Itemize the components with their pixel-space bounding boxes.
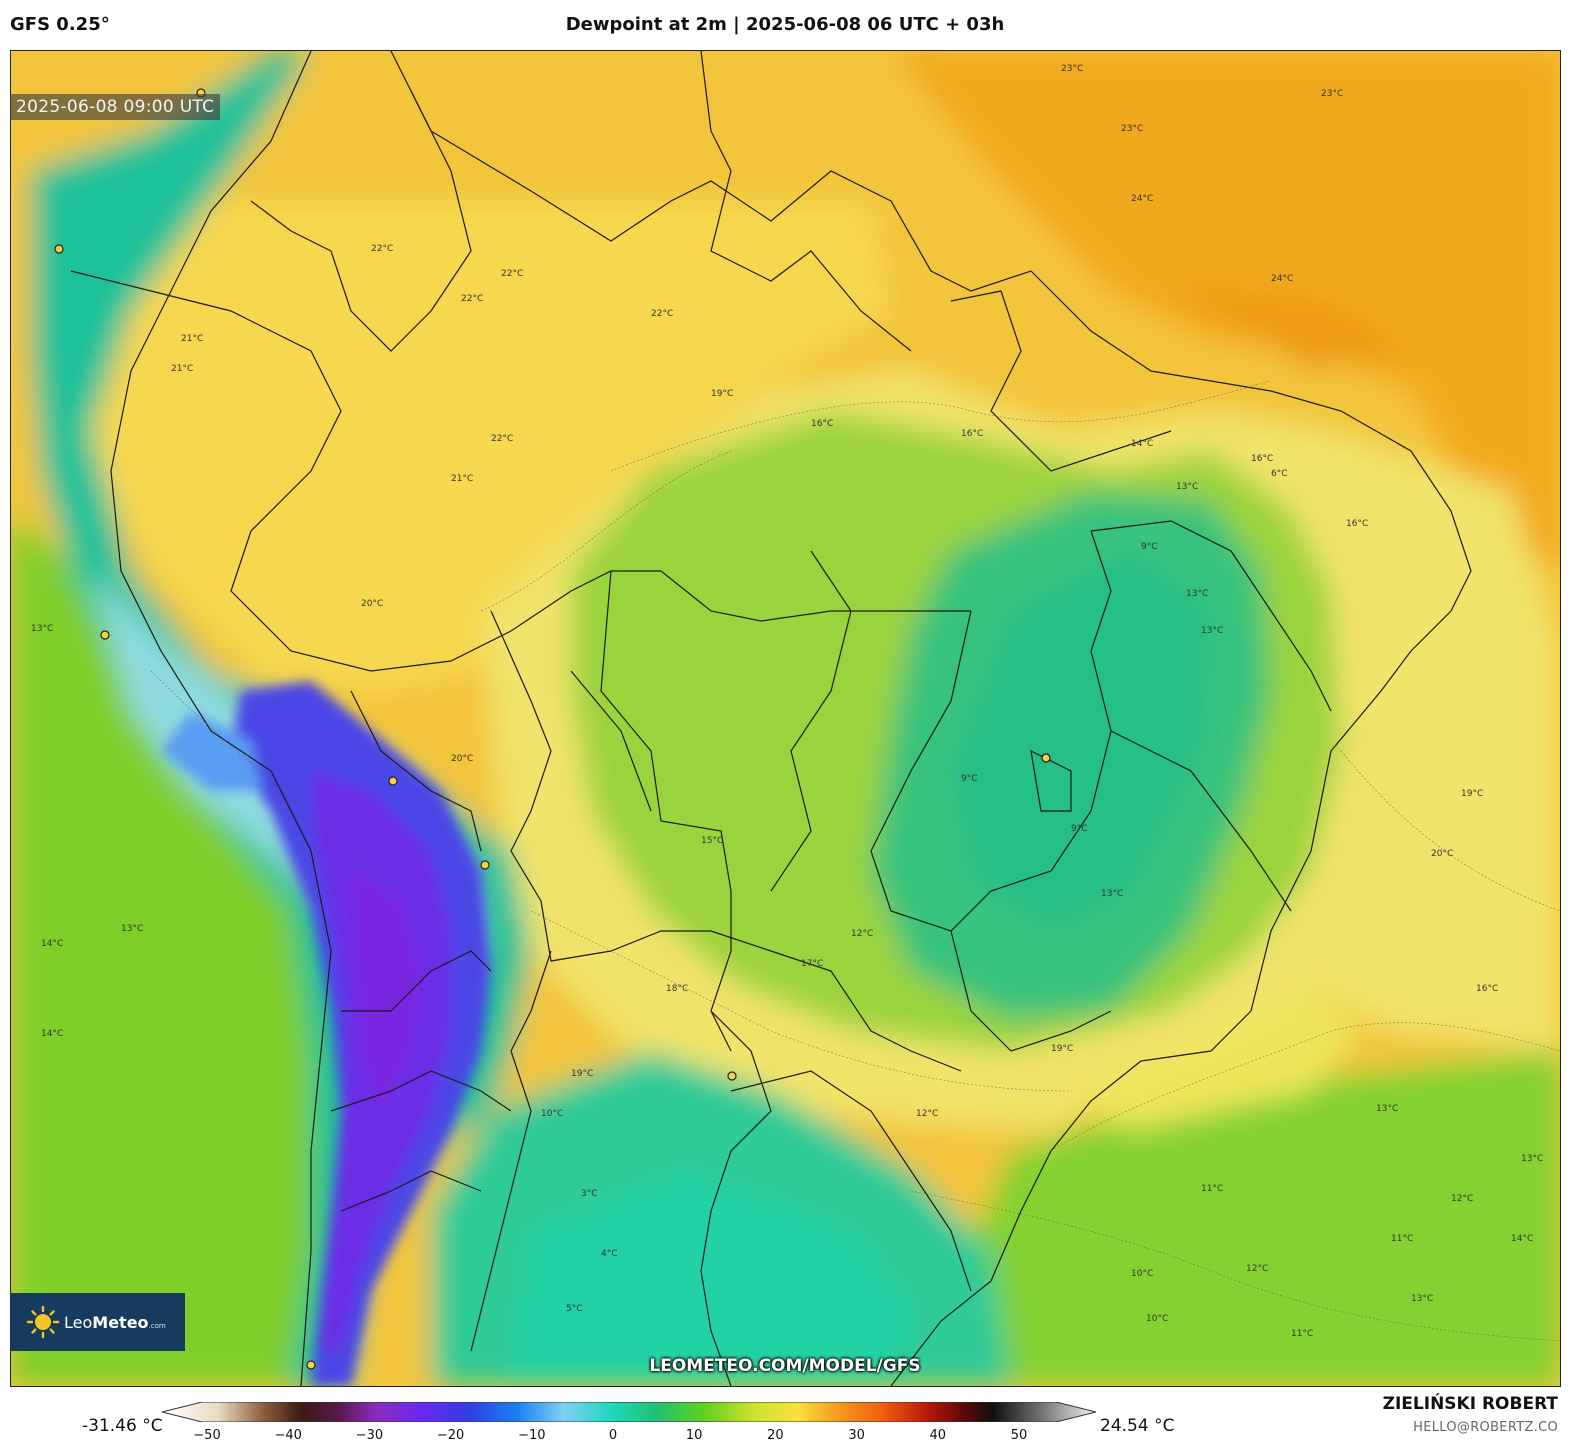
contour-label: 5°C bbox=[566, 1304, 583, 1314]
contour-label: 4°C bbox=[601, 1249, 618, 1259]
contour-label: 18°C bbox=[666, 984, 688, 994]
colorbar-tick: 20 bbox=[767, 1428, 784, 1443]
city-marker bbox=[1041, 753, 1051, 763]
city-marker bbox=[480, 860, 490, 870]
contour-label: 9°C bbox=[961, 774, 978, 784]
logo-text-bold: Meteo bbox=[92, 1312, 149, 1332]
contour-label: 10°C bbox=[1146, 1314, 1168, 1324]
contour-label: 19°C bbox=[711, 389, 733, 399]
contour-label: 19°C bbox=[571, 1069, 593, 1079]
logo-text-light: Leo bbox=[64, 1312, 93, 1332]
contour-label: 13°C bbox=[1101, 889, 1123, 899]
contour-label: 13°C bbox=[31, 624, 53, 634]
contour-label: 14°C bbox=[1511, 1234, 1533, 1244]
contour-labels: 23°C 23°C 23°C 24°C 24°C 22°C 22°C 22°C 21°C 21°C… bbox=[31, 64, 1543, 1339]
city-marker bbox=[54, 244, 64, 254]
city-marker bbox=[100, 630, 110, 640]
contour-label: 12°C bbox=[1246, 1264, 1268, 1274]
contour-label: 12°C bbox=[916, 1109, 938, 1119]
contour-label: 16°C bbox=[1476, 984, 1498, 994]
contour-label: 24°C bbox=[1271, 274, 1293, 284]
colorbar-tick: 30 bbox=[848, 1428, 865, 1443]
contour-label: 11°C bbox=[1291, 1329, 1313, 1339]
contour-label: 13°C bbox=[1376, 1104, 1398, 1114]
colorbar-tick: 10 bbox=[685, 1428, 703, 1443]
contour-label: 16°C bbox=[1346, 519, 1368, 529]
contour-label: 22°C bbox=[461, 294, 483, 304]
valid-time-label: 2025-06-08 09:00 UTC bbox=[10, 94, 221, 120]
contour-label: 17°C bbox=[801, 959, 823, 969]
contour-label: 13°C bbox=[1176, 482, 1198, 492]
map-field: 23°C 23°C 23°C 24°C 24°C 22°C 22°C 22°C 21°C 21°C… bbox=[11, 51, 1560, 1386]
city-marker bbox=[306, 1360, 316, 1370]
contour-label: 19°C bbox=[1461, 789, 1483, 799]
contour-label: 22°C bbox=[651, 309, 673, 319]
contour-label: 22°C bbox=[491, 434, 513, 444]
author-name: ZIELIŃSKI ROBERT bbox=[1382, 1394, 1558, 1414]
contour-label: 22°C bbox=[501, 269, 523, 279]
colorbar-tick: 50 bbox=[1010, 1428, 1028, 1443]
colorbar-min-label: -31.46 °C bbox=[82, 1416, 163, 1436]
logo-suffix: .com bbox=[148, 1321, 166, 1330]
contour-label: 19°C bbox=[1051, 1044, 1073, 1054]
contour-label: 13°C bbox=[1411, 1294, 1433, 1304]
contour-label: 16°C bbox=[811, 419, 833, 429]
contour-lines bbox=[150, 380, 1560, 1342]
contour-label: 23°C bbox=[1121, 124, 1143, 134]
contour-label: 3°C bbox=[581, 1189, 598, 1199]
contour-label: 14°C bbox=[41, 939, 63, 949]
contour-label: 9°C bbox=[1071, 824, 1088, 834]
contour-label: 21°C bbox=[181, 334, 203, 344]
sun-icon bbox=[26, 1305, 60, 1339]
contour-label: 14°C bbox=[1131, 439, 1153, 449]
colorbar-tick: 0 bbox=[608, 1428, 618, 1443]
contour-label: 12°C bbox=[851, 929, 873, 939]
colorbar-max-label: 24.54 °C bbox=[1100, 1416, 1175, 1436]
colorbar-tick: −40 bbox=[274, 1428, 302, 1443]
colorbar-tick: 40 bbox=[929, 1428, 947, 1443]
contour-label: 15°C bbox=[701, 836, 723, 846]
contour-label: 16°C bbox=[961, 429, 983, 439]
city-markers bbox=[54, 88, 1051, 1370]
contour-label: 10°C bbox=[1131, 1269, 1153, 1279]
contour-label: 11°C bbox=[1201, 1184, 1223, 1194]
contour-label: 21°C bbox=[451, 474, 473, 484]
city-marker bbox=[388, 776, 398, 786]
city-marker bbox=[727, 1071, 737, 1081]
website-label: LEOMETEO.COM/MODEL/GFS bbox=[649, 1356, 921, 1376]
contour-label: 11°C bbox=[1391, 1234, 1413, 1244]
chart-title: Dewpoint at 2m | 2025-06-08 06 UTC + 03h bbox=[565, 14, 1005, 35]
contour-label: 10°C bbox=[541, 1109, 563, 1119]
contour-label: 22°C bbox=[371, 244, 393, 254]
contour-label: 12°C bbox=[1451, 1194, 1473, 1204]
country-borders bbox=[70, 51, 1472, 1386]
colorbar-tick: −10 bbox=[518, 1428, 546, 1443]
contour-label: 13°C bbox=[1521, 1154, 1543, 1164]
colorbar-tick: −50 bbox=[193, 1428, 221, 1443]
dewpoint-map: 23°C 23°C 23°C 24°C 24°C 22°C 22°C 22°C 21°C 21°C… bbox=[10, 50, 1561, 1387]
contour-label: 23°C bbox=[1061, 64, 1083, 74]
contour-label: 14°C bbox=[41, 1029, 63, 1039]
contour-label: 13°C bbox=[1201, 626, 1223, 636]
contour-label: 24°C bbox=[1131, 194, 1153, 204]
model-name: GFS 0.25° bbox=[10, 14, 110, 35]
contour-label: 16°C bbox=[1251, 454, 1273, 464]
contour-label: 20°C bbox=[1431, 849, 1453, 859]
colorbar-tick: −20 bbox=[436, 1428, 465, 1443]
leometeo-logo: LeoMeteo.com bbox=[10, 1293, 185, 1351]
contour-label: 9°C bbox=[1141, 542, 1158, 552]
author-email: HELLO@ROBERTZ.CO bbox=[1413, 1420, 1558, 1435]
contour-label: 23°C bbox=[1321, 89, 1343, 99]
colorbar bbox=[162, 1402, 1096, 1422]
contour-label: 21°C bbox=[171, 364, 193, 374]
contour-label: 13°C bbox=[1186, 589, 1208, 599]
contour-label: 20°C bbox=[451, 754, 473, 764]
contour-label: 20°C bbox=[361, 599, 383, 609]
contour-label: 6°C bbox=[1271, 469, 1288, 479]
contour-label: 13°C bbox=[121, 924, 143, 934]
colorbar-tick: −30 bbox=[355, 1428, 384, 1443]
